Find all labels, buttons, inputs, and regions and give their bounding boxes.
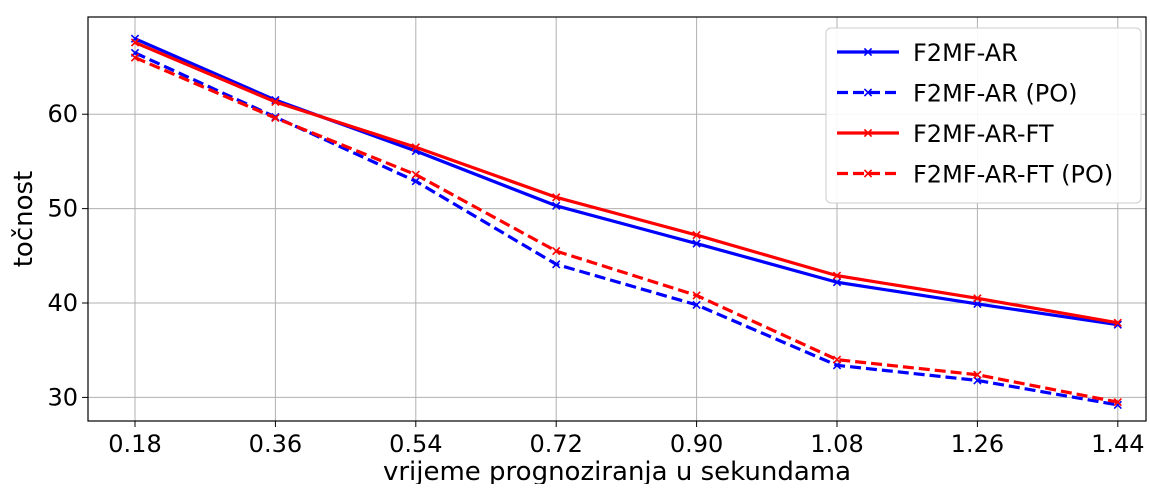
data-point bbox=[271, 113, 280, 123]
series-line bbox=[134, 56, 1119, 404]
axis-ticks: 0.18 0.36 0.54 0.72 0.90 1.08 1.26 1.44 30 40 50 60 bbox=[47, 100, 1144, 458]
legend-item: F2MF-AR-FT bbox=[837, 120, 1054, 148]
data-point bbox=[832, 355, 842, 364]
y-tick-label: 60 bbox=[47, 100, 78, 128]
x-tick-label: 0.36 bbox=[249, 430, 302, 458]
y-tick-label: 50 bbox=[47, 195, 78, 223]
legend-label: F2MF-AR (PO) bbox=[913, 80, 1078, 108]
y-axis-label: točnost bbox=[9, 171, 39, 268]
legend-marker bbox=[863, 169, 873, 178]
data-point bbox=[130, 38, 140, 47]
data-point bbox=[552, 201, 561, 210]
legend-marker bbox=[863, 88, 873, 97]
plot-frame bbox=[87, 16, 1147, 422]
x-tick-label: 0.72 bbox=[529, 430, 582, 458]
legend-marker bbox=[863, 128, 873, 138]
data-point bbox=[1113, 397, 1122, 407]
data-point bbox=[271, 97, 280, 107]
x-tick-label: 0.90 bbox=[670, 430, 723, 458]
x-tick-label: 1.08 bbox=[810, 430, 863, 458]
legend-label: F2MF-AR-FT bbox=[913, 120, 1054, 148]
data-point bbox=[411, 143, 420, 152]
legend-item: F2MF-AR-FT (PO) bbox=[837, 161, 1113, 189]
series-line bbox=[134, 41, 1119, 325]
x-tick-label: 1.26 bbox=[951, 430, 1004, 458]
data-point bbox=[411, 170, 420, 179]
data-point bbox=[1113, 318, 1122, 327]
data-point bbox=[552, 246, 561, 256]
data-point bbox=[973, 370, 982, 379]
x-axis-label: vrijeme prognoziranja u sekundama bbox=[383, 457, 851, 484]
x-tick-label: 0.18 bbox=[108, 430, 161, 458]
data-point bbox=[692, 291, 701, 300]
x-tick-label: 1.44 bbox=[1091, 430, 1144, 458]
legend-label: F2MF-AR bbox=[913, 39, 1018, 67]
data-point bbox=[692, 230, 701, 240]
legend: F2MF-AR F2MF-AR (PO) F2MF-AR-FT F2MF-AR-FT … bbox=[825, 27, 1142, 204]
data-point bbox=[552, 193, 561, 202]
legend-item: F2MF-AR bbox=[837, 39, 1018, 67]
data-point bbox=[552, 260, 561, 269]
data-point bbox=[692, 300, 701, 310]
data-point bbox=[411, 177, 420, 186]
legend-label: F2MF-AR-FT (PO) bbox=[913, 161, 1113, 189]
x-tick-label: 0.54 bbox=[389, 430, 442, 458]
y-tick-label: 40 bbox=[47, 289, 78, 317]
series-lines bbox=[130, 34, 1122, 410]
legend-marker bbox=[863, 47, 873, 57]
data-point bbox=[973, 294, 982, 303]
data-point bbox=[130, 53, 140, 62]
legend-item: F2MF-AR (PO) bbox=[837, 80, 1078, 108]
data-point bbox=[832, 278, 842, 287]
series-f2mf-ar-ft-po bbox=[130, 53, 1122, 407]
data-point bbox=[832, 271, 842, 280]
y-tick-label: 30 bbox=[47, 383, 78, 411]
legend-box bbox=[825, 27, 1142, 204]
data-point bbox=[692, 239, 701, 248]
series-f2mf-ar-ft bbox=[130, 38, 1122, 327]
